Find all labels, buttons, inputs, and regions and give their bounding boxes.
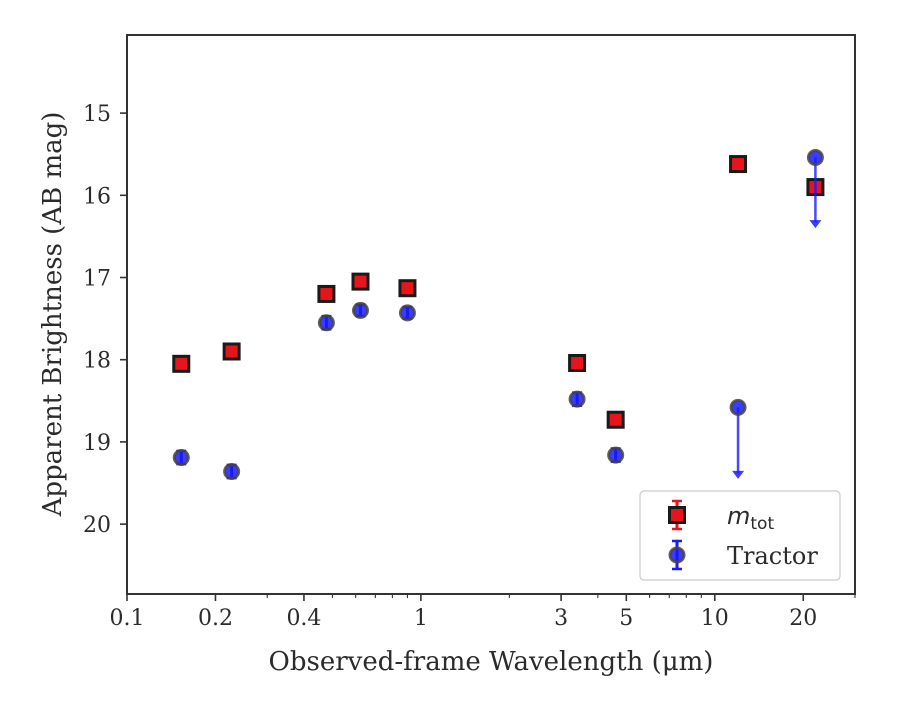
x-tick-label: 20 bbox=[789, 606, 817, 631]
y-tick-label: 15 bbox=[83, 102, 111, 127]
x-axis-label: Observed-frame Wavelength (μm) bbox=[269, 647, 714, 677]
data-point bbox=[317, 314, 335, 332]
data-point bbox=[351, 272, 370, 291]
y-tick-label: 16 bbox=[83, 184, 111, 209]
legend-label-subscript: tot bbox=[750, 514, 774, 534]
circle-marker bbox=[317, 314, 335, 332]
legend-box bbox=[639, 490, 841, 581]
circle-marker bbox=[607, 446, 625, 464]
square-marker bbox=[668, 506, 686, 524]
x-tick-label: 0.4 bbox=[286, 606, 321, 631]
legend-label: mtot bbox=[727, 502, 774, 534]
plot-marks bbox=[172, 148, 825, 481]
data-point bbox=[351, 301, 369, 319]
upper-limit-arrow-head bbox=[809, 220, 822, 229]
data-point bbox=[172, 449, 190, 467]
data-point bbox=[568, 390, 586, 408]
square-marker bbox=[351, 272, 370, 291]
series-m-tot bbox=[172, 155, 825, 429]
x-tick-label: 0.1 bbox=[110, 606, 145, 631]
square-marker bbox=[317, 284, 336, 303]
square-marker bbox=[729, 155, 748, 174]
circle-marker bbox=[668, 546, 686, 564]
data-point bbox=[172, 354, 191, 373]
circle-marker bbox=[398, 304, 416, 322]
plot-frame bbox=[126, 34, 856, 595]
x-tick-label: 10 bbox=[701, 606, 729, 631]
data-point bbox=[729, 155, 748, 174]
y-tick-label: 18 bbox=[83, 349, 111, 374]
data-point bbox=[398, 279, 417, 298]
x-axis: 0.1 0.2 0.4 1 3 5 10 20 bbox=[110, 594, 856, 631]
square-marker bbox=[606, 410, 625, 429]
series-tractor bbox=[172, 148, 824, 481]
data-point bbox=[223, 463, 241, 481]
data-point bbox=[729, 398, 747, 479]
y-tick-label: 17 bbox=[83, 267, 111, 292]
square-marker bbox=[172, 354, 191, 373]
circle-marker bbox=[729, 398, 747, 416]
circle-marker bbox=[806, 148, 824, 166]
data-point bbox=[317, 284, 336, 303]
y-axis-label: Apparent Brightness (AB mag) bbox=[38, 112, 68, 518]
legend-entry: Tractor bbox=[668, 539, 818, 571]
circle-marker bbox=[351, 301, 369, 319]
circle-marker bbox=[172, 449, 190, 467]
y-tick-label: 20 bbox=[83, 513, 111, 538]
square-marker bbox=[398, 279, 417, 298]
data-point bbox=[607, 446, 625, 464]
square-marker bbox=[568, 354, 587, 373]
y-tick-label: 19 bbox=[83, 431, 111, 456]
legend: mtot Tractor bbox=[639, 490, 841, 581]
data-point bbox=[568, 354, 587, 373]
square-marker bbox=[222, 342, 241, 361]
data-point bbox=[398, 304, 416, 322]
x-tick-label: 5 bbox=[619, 606, 633, 631]
legend-label-main: m bbox=[727, 502, 750, 530]
x-tick-label: 1 bbox=[414, 606, 428, 631]
circle-marker bbox=[568, 390, 586, 408]
y-axis: 15 16 17 18 19 20 bbox=[83, 102, 127, 538]
data-point bbox=[222, 342, 241, 361]
legend-label: Tractor bbox=[727, 542, 818, 570]
data-point bbox=[606, 410, 625, 429]
data-point bbox=[806, 148, 824, 229]
x-tick-label: 3 bbox=[554, 606, 568, 631]
legend-entry: mtot bbox=[668, 499, 774, 534]
circle-marker bbox=[223, 463, 241, 481]
upper-limit-arrow-head bbox=[732, 470, 745, 479]
x-tick-label: 0.2 bbox=[198, 606, 233, 631]
